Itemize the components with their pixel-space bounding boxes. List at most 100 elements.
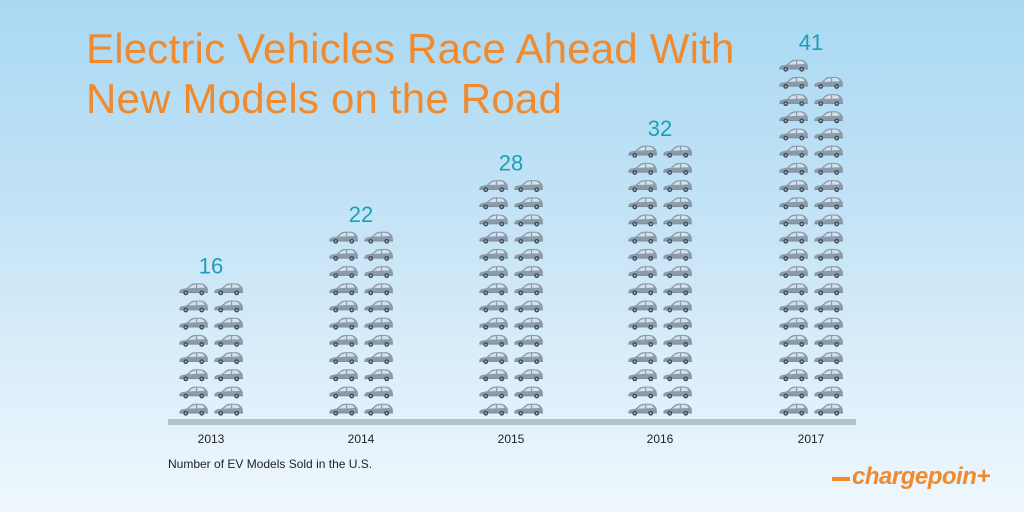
car-icon xyxy=(814,214,843,227)
car-icon xyxy=(779,369,808,382)
car-icon xyxy=(779,59,808,72)
car-icon xyxy=(329,369,358,382)
car-icon xyxy=(514,300,543,313)
car-icon xyxy=(214,283,243,296)
car-icon xyxy=(514,369,543,382)
car-icon xyxy=(628,403,657,416)
car-icon xyxy=(214,369,243,382)
car-icon xyxy=(779,352,808,365)
car-icon xyxy=(479,180,508,193)
bar-2013 xyxy=(179,283,243,416)
car-icon xyxy=(479,197,508,210)
car-icon xyxy=(628,352,657,365)
car-icon xyxy=(779,300,808,313)
car-icon xyxy=(663,317,692,330)
car-icon xyxy=(628,231,657,244)
chargepoint-logo: chargepoin+ xyxy=(832,462,990,492)
car-icon xyxy=(814,369,843,382)
car-icon xyxy=(514,283,543,296)
chart-title: Electric Vehicles Race Ahead With New Mo… xyxy=(86,24,735,124)
logo-wordmark: chargepoin+ xyxy=(852,463,990,490)
logo-dash xyxy=(832,477,850,481)
car-icon xyxy=(663,231,692,244)
chart-caption: Number of EV Models Sold in the U.S. xyxy=(168,457,373,471)
car-icon xyxy=(214,352,243,365)
car-icon xyxy=(779,180,808,193)
car-icon xyxy=(479,266,508,279)
car-icon xyxy=(628,214,657,227)
car-icon xyxy=(514,197,543,210)
car-icon xyxy=(814,162,843,175)
x-tick-label-2017: 2017 xyxy=(798,432,825,446)
car-icon xyxy=(663,197,692,210)
car-icon xyxy=(779,111,808,124)
car-icon xyxy=(628,386,657,399)
car-icon xyxy=(663,334,692,347)
car-icon xyxy=(329,403,358,416)
car-icon xyxy=(814,145,843,158)
car-icon xyxy=(628,145,657,158)
car-icon xyxy=(329,248,358,261)
car-icon xyxy=(364,403,393,416)
car-icon xyxy=(814,111,843,124)
car-icon xyxy=(814,300,843,313)
car-icon xyxy=(479,231,508,244)
data-label-2013: 16 xyxy=(199,254,223,279)
car-icon xyxy=(179,317,208,330)
car-icon xyxy=(814,94,843,107)
car-icon xyxy=(179,352,208,365)
car-icon xyxy=(628,248,657,261)
car-icon xyxy=(779,231,808,244)
data-label-2015: 28 xyxy=(499,150,523,175)
car-icon xyxy=(628,334,657,347)
bar-2015 xyxy=(479,180,543,416)
car-icon xyxy=(364,283,393,296)
x-tick-label-2015: 2015 xyxy=(498,432,525,446)
data-label-2017: 41 xyxy=(799,30,823,55)
car-icon xyxy=(814,231,843,244)
car-icon xyxy=(663,352,692,365)
car-icon xyxy=(779,248,808,261)
car-icon xyxy=(179,369,208,382)
car-icon xyxy=(214,300,243,313)
car-icon xyxy=(514,352,543,365)
car-icon xyxy=(329,317,358,330)
data-label-2014: 22 xyxy=(349,202,373,227)
car-icon xyxy=(814,266,843,279)
bar-2016 xyxy=(628,145,692,416)
car-icon xyxy=(479,300,508,313)
car-icon xyxy=(663,145,692,158)
car-icon xyxy=(628,317,657,330)
car-icon xyxy=(779,76,808,89)
car-icon xyxy=(628,197,657,210)
car-icon xyxy=(364,386,393,399)
car-icon xyxy=(663,162,692,175)
car-icon xyxy=(779,386,808,399)
car-icon xyxy=(779,197,808,210)
x-tick-label-2016: 2016 xyxy=(647,432,674,446)
car-icon xyxy=(514,386,543,399)
bar-2014 xyxy=(329,231,393,416)
car-icon xyxy=(779,283,808,296)
car-icon xyxy=(364,317,393,330)
car-icon xyxy=(479,386,508,399)
car-icon xyxy=(814,197,843,210)
car-icon xyxy=(663,248,692,261)
car-icon xyxy=(814,317,843,330)
car-icon xyxy=(779,317,808,330)
car-icon xyxy=(479,352,508,365)
car-icon xyxy=(514,248,543,261)
chart-title-line-1: Electric Vehicles Race Ahead With xyxy=(86,25,735,72)
car-icon xyxy=(214,317,243,330)
car-icon xyxy=(329,352,358,365)
car-icon xyxy=(514,403,543,416)
car-icon xyxy=(364,334,393,347)
car-icon xyxy=(329,283,358,296)
car-icon xyxy=(364,231,393,244)
car-icon xyxy=(779,266,808,279)
car-icon xyxy=(663,214,692,227)
car-icon xyxy=(179,386,208,399)
car-icon xyxy=(663,266,692,279)
car-icon xyxy=(514,266,543,279)
